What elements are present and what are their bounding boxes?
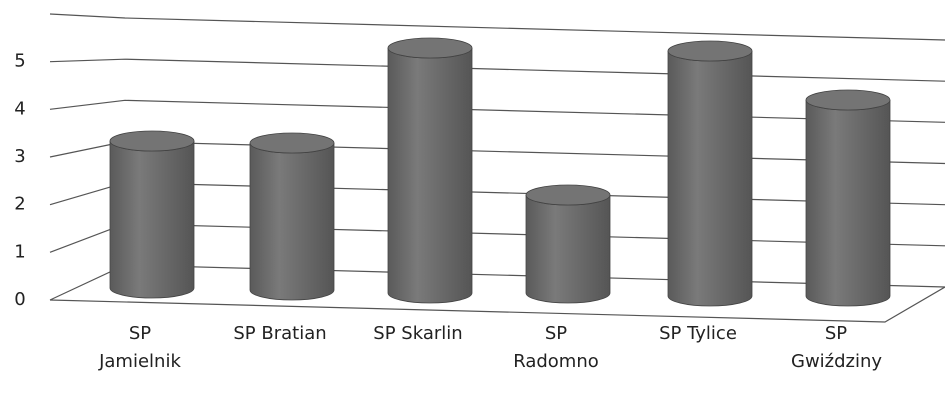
- x-tick-label: SP Jamielnik: [99, 323, 181, 372]
- cylinder-top: [249, 132, 335, 154]
- y-tick-label: 3: [14, 146, 25, 167]
- y-tick-label: 2: [14, 194, 25, 215]
- cylinder-top: [525, 184, 611, 206]
- x-tick-label: SP Radomno: [513, 323, 599, 372]
- cylinder-top: [109, 130, 195, 152]
- y-tick-label: 1: [14, 241, 25, 262]
- x-tick-label: SP Tylice: [659, 323, 737, 344]
- cylinder: [249, 142, 335, 301]
- cylinder: [805, 99, 891, 307]
- frame: [49, 13, 945, 41]
- y-tick-label: 0: [14, 289, 25, 310]
- x-tick-label: SP Gwiździny: [791, 323, 883, 372]
- y-tick-label: 5: [14, 51, 25, 72]
- x-tick-label: SP Skarlin: [373, 323, 463, 344]
- y-tick-label: 4: [14, 98, 25, 119]
- cylinder: [525, 194, 611, 304]
- cylinder-top: [387, 37, 473, 59]
- floor: [49, 286, 945, 323]
- cylinder-top: [805, 89, 891, 111]
- cylinder-top: [667, 40, 753, 62]
- grid-line: [49, 58, 945, 82]
- cylinder: [109, 140, 195, 299]
- cylinder: [667, 50, 753, 307]
- cylinder: [387, 47, 473, 304]
- x-tick-label: SP Bratian: [233, 323, 327, 344]
